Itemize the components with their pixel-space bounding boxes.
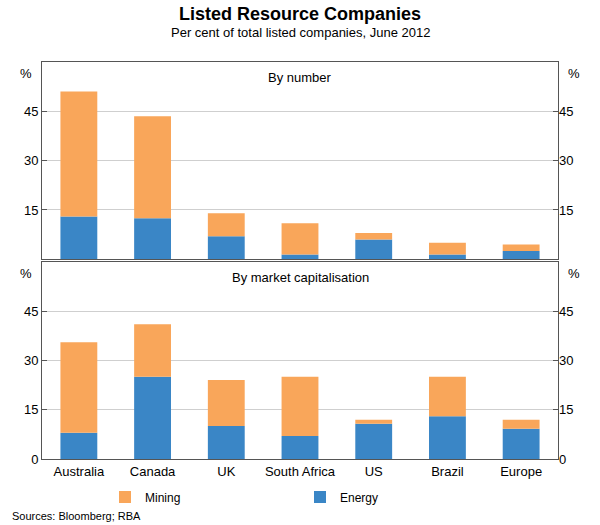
- svg-text:UK: UK: [217, 464, 235, 479]
- svg-text:30: 30: [559, 153, 573, 168]
- svg-text:15: 15: [24, 402, 38, 417]
- svg-text:Energy: Energy: [340, 491, 378, 505]
- svg-text:By market capitalisation: By market capitalisation: [232, 270, 369, 285]
- svg-text:45: 45: [559, 304, 573, 319]
- svg-text:30: 30: [24, 153, 38, 168]
- svg-text:15: 15: [24, 203, 38, 218]
- svg-text:45: 45: [559, 104, 573, 119]
- svg-text:Mining: Mining: [145, 491, 180, 505]
- svg-text:0: 0: [31, 452, 38, 467]
- svg-text:45: 45: [24, 304, 38, 319]
- svg-text:Europe: Europe: [500, 464, 542, 479]
- svg-text:Canada: Canada: [130, 464, 176, 479]
- svg-text:Listed Resource Companies: Listed Resource Companies: [179, 4, 421, 24]
- svg-text:30: 30: [24, 353, 38, 368]
- svg-text:15: 15: [559, 203, 573, 218]
- svg-text:15: 15: [559, 402, 573, 417]
- svg-text:Sources: Bloomberg; RBA: Sources: Bloomberg; RBA: [12, 510, 141, 522]
- svg-text:Australia: Australia: [54, 464, 105, 479]
- svg-text:%: %: [568, 266, 580, 281]
- svg-text:45: 45: [24, 104, 38, 119]
- svg-text:%: %: [20, 266, 32, 281]
- svg-text:30: 30: [559, 353, 573, 368]
- svg-text:Brazil: Brazil: [431, 464, 464, 479]
- svg-text:Per cent of total listed compa: Per cent of total listed companies, June…: [171, 25, 430, 40]
- svg-text:South Africa: South Africa: [265, 464, 336, 479]
- svg-text:By number: By number: [268, 70, 332, 85]
- svg-text:US: US: [365, 464, 383, 479]
- svg-text:0: 0: [559, 452, 566, 467]
- svg-text:%: %: [568, 66, 580, 81]
- svg-text:%: %: [20, 66, 32, 81]
